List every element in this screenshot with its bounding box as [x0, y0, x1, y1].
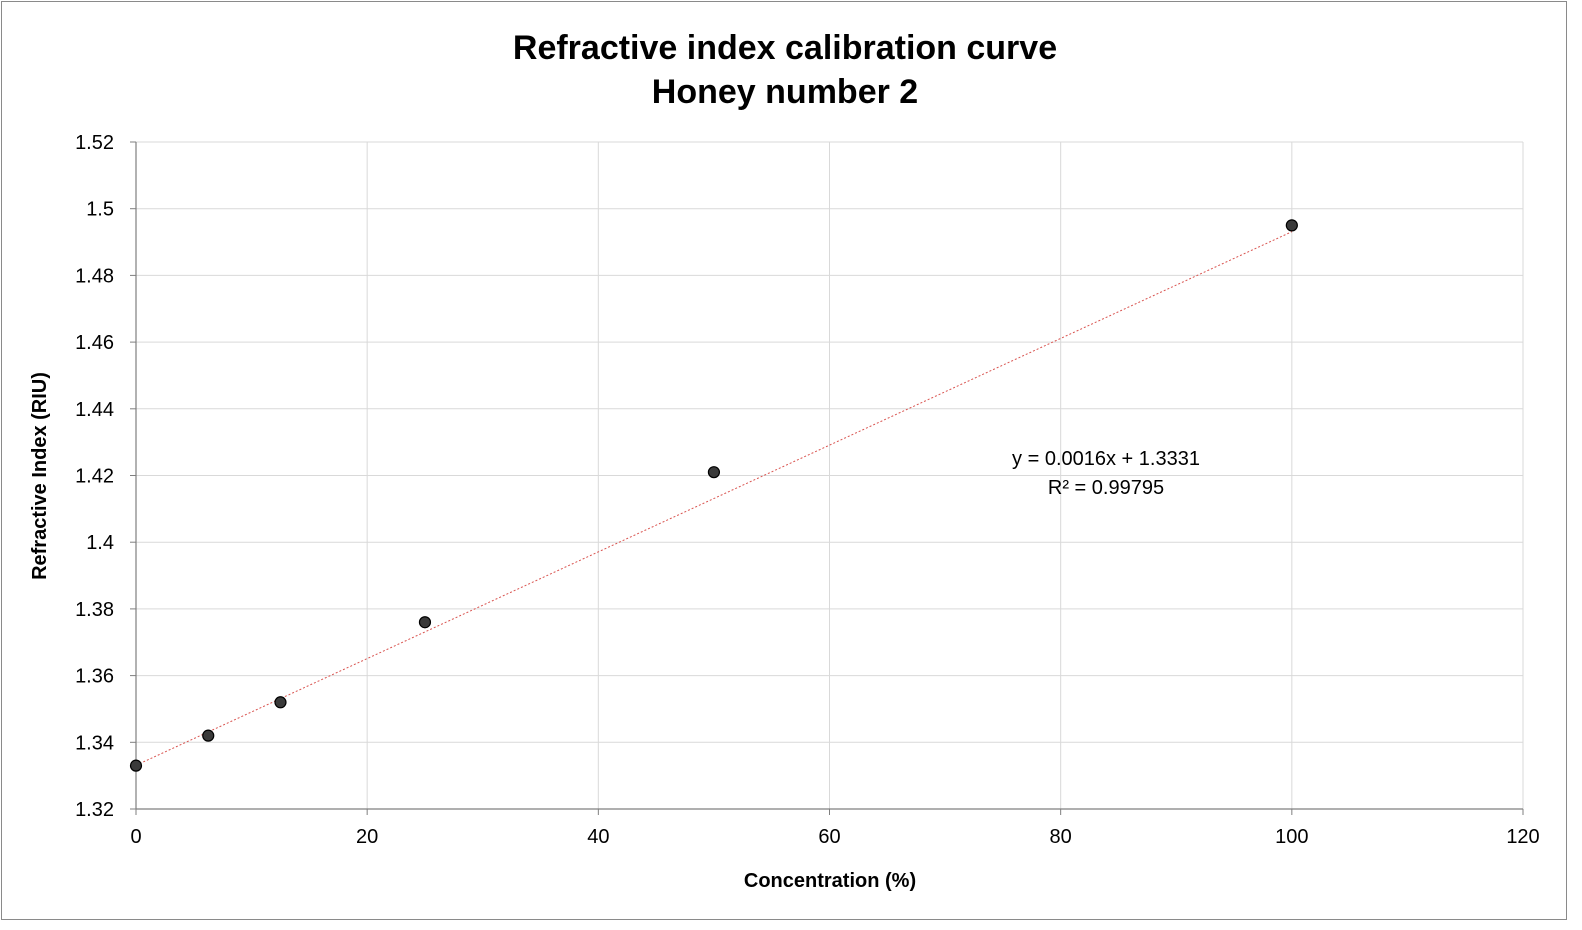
y-tick-label: 1.52 [75, 132, 114, 154]
y-tick-label: 1.48 [75, 265, 114, 287]
x-axis-label: Concentration (%) [744, 870, 916, 892]
y-tick-label: 1.32 [75, 799, 114, 821]
y-tick-label: 1.38 [75, 599, 114, 621]
data-point [202, 729, 215, 742]
r-squared-label: R² = 0.99795 [1048, 477, 1164, 499]
y-tick-label: 1.5 [86, 199, 114, 221]
axes [130, 141, 1524, 815]
x-tick-label: 40 [587, 826, 609, 848]
y-axis-label: Refractive Index (RIU) [29, 372, 51, 580]
y-tick-label: 1.36 [75, 666, 114, 688]
chart-canvas: 0 20 40 60 80 100 120 1.32 1.34 1.36 1.38 1.4 1.42 1.… [29, 29, 1540, 892]
data-point [129, 759, 143, 772]
x-tick-label: 60 [818, 826, 840, 848]
x-tick-label: 100 [1275, 826, 1308, 848]
data-point [418, 616, 432, 629]
x-tick-label: 120 [1506, 826, 1539, 848]
data-point [707, 466, 721, 479]
y-tick-label: 1.42 [75, 466, 114, 488]
data-points [129, 219, 1298, 772]
data-point [1285, 219, 1298, 232]
y-tick-label: 1.4 [86, 532, 114, 554]
chart-title-line-1: Refractive index calibration curve [513, 29, 1057, 67]
x-tick-label: 80 [1050, 826, 1072, 848]
chart-area: 0 20 40 60 80 100 120 1.32 1.34 1.36 1.38 1.4 1.42 1.… [1, 1, 1567, 920]
x-tick-label: 20 [356, 826, 378, 848]
y-tick-label: 1.34 [75, 732, 114, 754]
x-tick-label: 0 [130, 826, 141, 848]
gridlines [136, 141, 1524, 809]
y-tick-label: 1.46 [75, 332, 114, 354]
y-tick-label: 1.44 [75, 399, 114, 421]
trendline [135, 231, 1293, 766]
tick-labels: 0 20 40 60 80 100 120 1.32 1.34 1.36 1.38 1.4 1.42 1.… [75, 132, 1540, 848]
data-point [274, 696, 287, 709]
chart-title-line-2: Honey number 2 [652, 73, 918, 111]
trendline-equation: y = 0.0016x + 1.3331 [1012, 448, 1200, 470]
trendline-layer [135, 231, 1293, 766]
